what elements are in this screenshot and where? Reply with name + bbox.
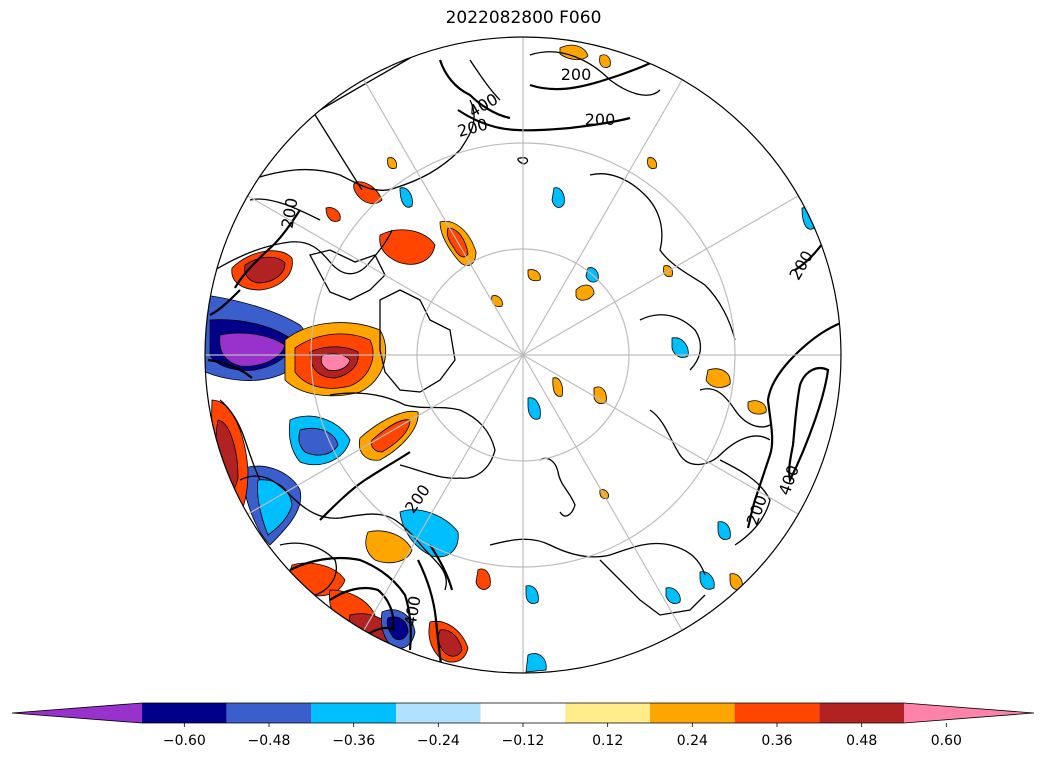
colorbar-segment [480,703,566,723]
colorbar-tick-label: 0.48 [846,733,877,749]
colorbar-extend-high [904,703,1034,723]
colorbar-tick-label: −0.48 [248,733,291,749]
colorbar-extend-low [12,703,142,723]
colorbar-tick-label: −0.36 [332,733,375,749]
colorbar-segment [819,703,904,723]
coastlines [214,51,771,616]
colorbar-tick-label: −0.24 [417,733,460,749]
colorbar-tick-label: 0.24 [677,733,708,749]
colorbar: −0.60 −0.48 −0.36 −0.24 −0.12 0.12 0.24 0.36 0.4… [11,702,1035,749]
colorbar-segment [142,703,227,723]
colorbar-outline [11,702,1035,724]
map-boundary [204,36,842,674]
colorbar-tick-label: −0.12 [502,733,545,749]
colorbar-tick-label: −0.60 [163,733,206,749]
map-title: 2022082800 F060 [445,8,602,28]
graticule [205,37,841,673]
contour-label: 200 [585,110,616,129]
colorbar-tick-label: 0.12 [592,733,623,749]
colorbar-segment [311,703,396,723]
colorbar-tick-label: 0.36 [761,733,792,749]
map-disk: 200 400 200 200 200 200 400 200 200 400 [205,37,841,673]
contour-label: 200 [561,65,592,84]
colorbar-tick-label: 0.60 [931,733,962,749]
anomaly-fields [205,44,815,673]
colorbar-segment [734,703,820,723]
colorbar-segment [565,703,650,723]
colorbar-segment [396,703,481,723]
colorbar-segment [650,703,735,723]
colorbar-segment [226,703,312,723]
